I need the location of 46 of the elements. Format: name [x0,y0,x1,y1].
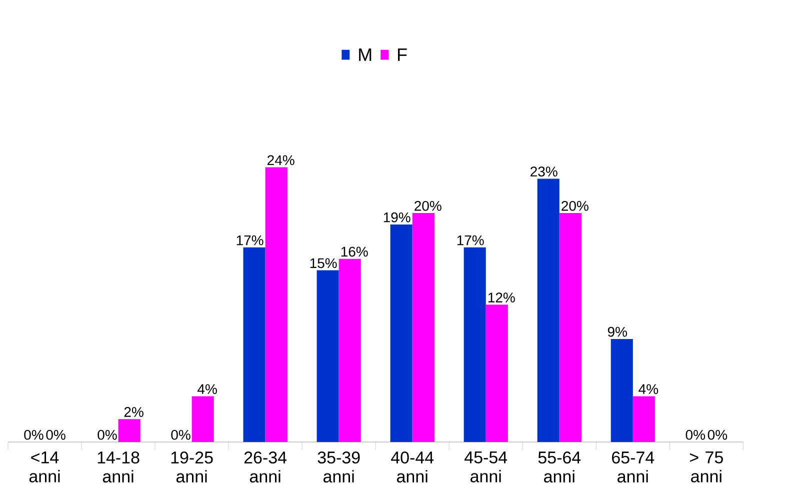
x-tick-label: 40-44 anni [391,452,434,483]
bar [610,338,633,442]
bar [632,396,655,442]
x-tick-label: 35-39 anni [318,452,360,483]
bar [537,178,560,442]
data-label: 15% [310,258,337,268]
data-label: 0% [24,430,44,440]
data-label: 20% [562,200,588,211]
data-label: 16% [341,246,368,257]
data-label: 0% [708,430,728,440]
bar [486,304,508,442]
data-label: 17% [457,235,484,246]
data-label: 0% [686,430,706,440]
legend-label: M [359,48,372,61]
bar [192,396,214,442]
bar [316,270,339,442]
bar [559,213,582,442]
x-tick-label: 45-54 anni [464,452,508,482]
bar [338,258,361,442]
data-label: 17% [236,235,264,246]
bar [412,213,434,442]
data-label: 9% [608,326,627,337]
x-tick-label: > 75 anni [690,452,723,482]
x-tick-label: 14-18 anni [98,452,140,483]
data-label: 23% [530,166,558,177]
data-label: 4% [198,384,217,394]
data-label: 20% [414,200,442,211]
x-tick-label: 19-25 anni [171,452,213,483]
data-label: 12% [488,292,515,302]
data-label: 2% [124,407,144,417]
bar [243,247,266,442]
x-tick-label: 26-34 anni [244,452,287,483]
data-label: 0% [46,430,66,440]
data-label: 24% [268,155,294,166]
data-label: 0% [171,430,190,440]
data-label: 4% [638,384,658,394]
bar [390,224,412,442]
legend-label: F [398,48,407,61]
x-tick-label: 65-74 anni [612,452,654,483]
bar [464,247,486,442]
bar [265,167,288,442]
data-label: 0% [98,430,117,440]
x-tick-label: 55-64 anni [538,452,581,483]
bar [118,419,140,442]
data-label: 19% [384,212,410,222]
x-tick-label: <14 anni [29,452,60,482]
